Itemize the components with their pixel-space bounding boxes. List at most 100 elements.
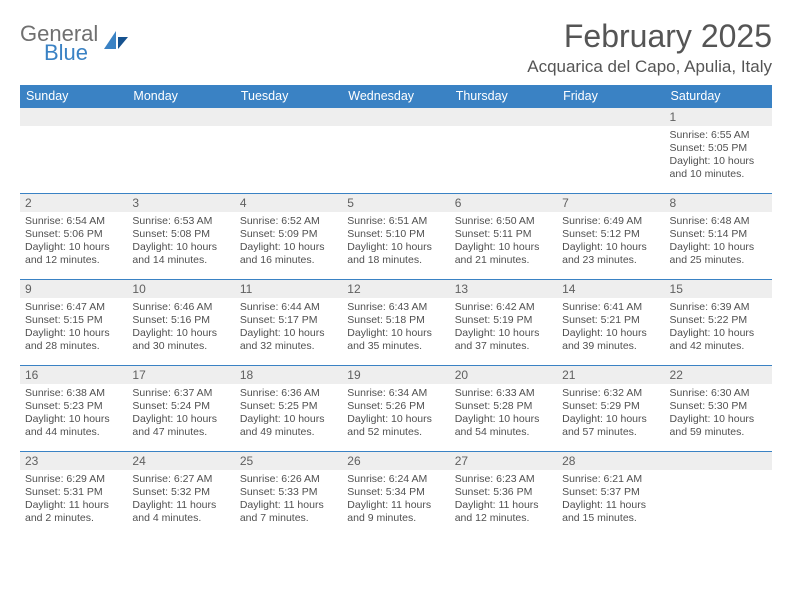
sunset-text: Sunset: 5:36 PM xyxy=(455,486,552,499)
day-cell xyxy=(450,108,557,194)
day-cell xyxy=(665,452,772,538)
sunset-text: Sunset: 5:06 PM xyxy=(25,228,122,241)
week-row: 16Sunrise: 6:38 AMSunset: 5:23 PMDayligh… xyxy=(20,366,772,452)
empty-day xyxy=(235,108,342,126)
sunset-text: Sunset: 5:37 PM xyxy=(562,486,659,499)
day-number: 23 xyxy=(20,452,127,470)
day-cell: 16Sunrise: 6:38 AMSunset: 5:23 PMDayligh… xyxy=(20,366,127,452)
daylight-text: Daylight: 10 hours and 59 minutes. xyxy=(670,413,767,439)
sunrise-text: Sunrise: 6:21 AM xyxy=(562,473,659,486)
sunset-text: Sunset: 5:23 PM xyxy=(25,400,122,413)
day-cell: 4Sunrise: 6:52 AMSunset: 5:09 PMDaylight… xyxy=(235,194,342,280)
sunrise-text: Sunrise: 6:30 AM xyxy=(670,387,767,400)
daylight-text: Daylight: 11 hours and 15 minutes. xyxy=(562,499,659,525)
day-cell xyxy=(557,108,664,194)
empty-day xyxy=(557,108,664,126)
sunrise-text: Sunrise: 6:48 AM xyxy=(670,215,767,228)
day-cell: 24Sunrise: 6:27 AMSunset: 5:32 PMDayligh… xyxy=(127,452,234,538)
day-number: 22 xyxy=(665,366,772,384)
day-cell: 5Sunrise: 6:51 AMSunset: 5:10 PMDaylight… xyxy=(342,194,449,280)
weekday-header: Sunday xyxy=(20,85,127,107)
day-cell xyxy=(342,108,449,194)
sunrise-text: Sunrise: 6:26 AM xyxy=(240,473,337,486)
daylight-text: Daylight: 10 hours and 35 minutes. xyxy=(347,327,444,353)
day-cell: 20Sunrise: 6:33 AMSunset: 5:28 PMDayligh… xyxy=(450,366,557,452)
day-details: Sunrise: 6:29 AMSunset: 5:31 PMDaylight:… xyxy=(20,470,127,528)
sunset-text: Sunset: 5:29 PM xyxy=(562,400,659,413)
day-number: 9 xyxy=(20,280,127,298)
day-cell: 28Sunrise: 6:21 AMSunset: 5:37 PMDayligh… xyxy=(557,452,664,538)
sunrise-text: Sunrise: 6:43 AM xyxy=(347,301,444,314)
month-title: February 2025 xyxy=(527,18,772,55)
sunrise-text: Sunrise: 6:42 AM xyxy=(455,301,552,314)
daylight-text: Daylight: 10 hours and 10 minutes. xyxy=(670,155,767,181)
sunrise-text: Sunrise: 6:50 AM xyxy=(455,215,552,228)
sunrise-text: Sunrise: 6:55 AM xyxy=(670,129,767,142)
sunset-text: Sunset: 5:17 PM xyxy=(240,314,337,327)
day-cell xyxy=(20,108,127,194)
day-number: 15 xyxy=(665,280,772,298)
sunrise-text: Sunrise: 6:33 AM xyxy=(455,387,552,400)
day-number: 13 xyxy=(450,280,557,298)
logo: General Blue xyxy=(20,24,130,64)
empty-day xyxy=(665,452,772,470)
weekday-header: Saturday xyxy=(665,85,772,107)
week-row: 23Sunrise: 6:29 AMSunset: 5:31 PMDayligh… xyxy=(20,452,772,538)
daylight-text: Daylight: 10 hours and 57 minutes. xyxy=(562,413,659,439)
day-cell: 3Sunrise: 6:53 AMSunset: 5:08 PMDaylight… xyxy=(127,194,234,280)
week-row: 9Sunrise: 6:47 AMSunset: 5:15 PMDaylight… xyxy=(20,280,772,366)
empty-day xyxy=(20,108,127,126)
sunrise-text: Sunrise: 6:34 AM xyxy=(347,387,444,400)
day-cell: 26Sunrise: 6:24 AMSunset: 5:34 PMDayligh… xyxy=(342,452,449,538)
day-details: Sunrise: 6:36 AMSunset: 5:25 PMDaylight:… xyxy=(235,384,342,442)
daylight-text: Daylight: 10 hours and 30 minutes. xyxy=(132,327,229,353)
weekday-header: Tuesday xyxy=(235,85,342,107)
day-cell: 11Sunrise: 6:44 AMSunset: 5:17 PMDayligh… xyxy=(235,280,342,366)
sunset-text: Sunset: 5:19 PM xyxy=(455,314,552,327)
day-number: 3 xyxy=(127,194,234,212)
sunrise-text: Sunrise: 6:51 AM xyxy=(347,215,444,228)
sunrise-text: Sunrise: 6:46 AM xyxy=(132,301,229,314)
daylight-text: Daylight: 10 hours and 14 minutes. xyxy=(132,241,229,267)
day-cell: 23Sunrise: 6:29 AMSunset: 5:31 PMDayligh… xyxy=(20,452,127,538)
day-number: 21 xyxy=(557,366,664,384)
day-number: 10 xyxy=(127,280,234,298)
day-number: 20 xyxy=(450,366,557,384)
sunset-text: Sunset: 5:10 PM xyxy=(347,228,444,241)
daylight-text: Daylight: 10 hours and 28 minutes. xyxy=(25,327,122,353)
day-number: 14 xyxy=(557,280,664,298)
day-details: Sunrise: 6:24 AMSunset: 5:34 PMDaylight:… xyxy=(342,470,449,528)
sunrise-text: Sunrise: 6:27 AM xyxy=(132,473,229,486)
day-cell: 2Sunrise: 6:54 AMSunset: 5:06 PMDaylight… xyxy=(20,194,127,280)
week-row: 1Sunrise: 6:55 AMSunset: 5:05 PMDaylight… xyxy=(20,108,772,194)
day-details: Sunrise: 6:33 AMSunset: 5:28 PMDaylight:… xyxy=(450,384,557,442)
day-number: 5 xyxy=(342,194,449,212)
daylight-text: Daylight: 11 hours and 9 minutes. xyxy=(347,499,444,525)
sunset-text: Sunset: 5:08 PM xyxy=(132,228,229,241)
day-number: 27 xyxy=(450,452,557,470)
day-details: Sunrise: 6:47 AMSunset: 5:15 PMDaylight:… xyxy=(20,298,127,356)
weekday-header-row: Sunday Monday Tuesday Wednesday Thursday… xyxy=(20,85,772,107)
day-details: Sunrise: 6:50 AMSunset: 5:11 PMDaylight:… xyxy=(450,212,557,270)
daylight-text: Daylight: 10 hours and 23 minutes. xyxy=(562,241,659,267)
sunset-text: Sunset: 5:30 PM xyxy=(670,400,767,413)
daylight-text: Daylight: 10 hours and 37 minutes. xyxy=(455,327,552,353)
day-number: 11 xyxy=(235,280,342,298)
sunset-text: Sunset: 5:12 PM xyxy=(562,228,659,241)
day-cell: 9Sunrise: 6:47 AMSunset: 5:15 PMDaylight… xyxy=(20,280,127,366)
daylight-text: Daylight: 11 hours and 12 minutes. xyxy=(455,499,552,525)
empty-day xyxy=(342,108,449,126)
day-details: Sunrise: 6:26 AMSunset: 5:33 PMDaylight:… xyxy=(235,470,342,528)
daylight-text: Daylight: 11 hours and 7 minutes. xyxy=(240,499,337,525)
sunrise-text: Sunrise: 6:44 AM xyxy=(240,301,337,314)
sunrise-text: Sunrise: 6:29 AM xyxy=(25,473,122,486)
daylight-text: Daylight: 10 hours and 39 minutes. xyxy=(562,327,659,353)
day-cell: 7Sunrise: 6:49 AMSunset: 5:12 PMDaylight… xyxy=(557,194,664,280)
sail-icon xyxy=(102,29,130,58)
daylight-text: Daylight: 10 hours and 16 minutes. xyxy=(240,241,337,267)
day-cell: 15Sunrise: 6:39 AMSunset: 5:22 PMDayligh… xyxy=(665,280,772,366)
logo-part2: Blue xyxy=(44,43,98,64)
day-number: 1 xyxy=(665,108,772,126)
day-details: Sunrise: 6:51 AMSunset: 5:10 PMDaylight:… xyxy=(342,212,449,270)
day-number: 12 xyxy=(342,280,449,298)
